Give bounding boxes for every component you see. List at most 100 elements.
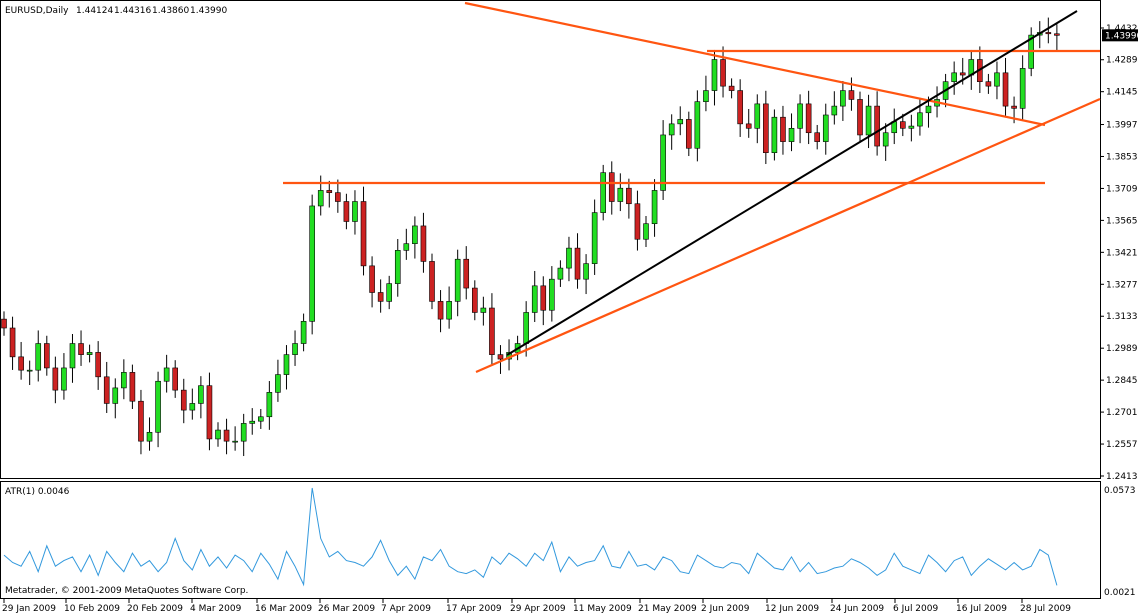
candle [360,186,367,276]
bull-candle-body [249,420,256,424]
bull-candle-body [403,243,410,251]
bull-candle-body [882,132,889,147]
candle [61,353,67,400]
candle [69,333,76,383]
bull-candle-body [754,103,761,129]
candle [831,91,838,125]
bear-candle-body [1045,32,1052,35]
bear-candle-body [626,187,632,205]
time-axis-label: 2 Jun 2009 [701,604,750,614]
time-axis-label: 12 Jun 2009 [765,604,819,614]
bull-candle-body [189,403,196,411]
candle [352,190,358,235]
atr-indicator-label: ATR(1) 0.0046 [5,487,70,497]
bull-candle-body [283,354,290,375]
candle [369,256,375,308]
candle [343,193,350,230]
candle [720,46,726,98]
bull-candle-body [386,283,393,302]
candle [634,190,641,251]
candle [180,378,187,424]
candle [172,360,178,398]
time-axis-label: 29 Jan 2009 [2,604,56,614]
candle [189,388,196,420]
price-scale-label: 1.31330 [1106,312,1138,322]
price-scale-label: 1.27010 [1106,408,1138,418]
ascending-trendline[interactable] [475,97,1101,374]
candle [822,103,829,155]
bear-candle-body [805,103,812,134]
bull-candle-body [668,123,675,136]
bull-candle-body [232,440,238,443]
candle [651,179,658,237]
candle [1,311,7,336]
candle [874,91,880,156]
black-channel-line[interactable] [506,10,1078,356]
bear-candle-body [685,119,692,149]
bear-candle-body [737,90,743,125]
bull-candle-body [660,134,666,191]
candle [249,408,256,435]
bull-candle-body [275,374,281,393]
candle [95,341,101,390]
candle [206,372,213,451]
candle [840,81,846,121]
bull-candle-body [317,190,324,207]
candle [35,330,42,382]
bull-candle-body [352,201,358,222]
bear-candle-body [9,327,16,358]
descending-trendline[interactable] [464,1,1046,127]
price-scale-label: 1.34210 [1106,248,1138,258]
bear-candle-body [43,343,50,369]
atr-panel[interactable] [0,481,1101,599]
symbol-label: EURUSD,Daily [5,6,69,16]
bull-candle-body [198,385,204,404]
trendlines[interactable] [283,1,1101,374]
candle [326,180,333,208]
bull-candle-body [394,250,401,284]
candle [668,114,675,150]
bull-candle-body [309,205,315,322]
bear-candle-body [206,385,213,440]
bear-candle-body [985,81,992,87]
bear-candle-body [728,85,735,91]
bull-candle-body [951,72,957,82]
candle [240,413,247,457]
candle [103,361,110,413]
price-scale-label: 1.25570 [1106,440,1138,450]
copyright-label: Metatrader, © 2001-2009 MetaQuotes Softw… [5,586,248,596]
candle [737,79,743,137]
current-price-badge [1102,29,1138,42]
candle [626,178,632,219]
bear-candle-body [608,172,615,202]
candle [857,91,863,143]
bear-candle-body [540,285,547,311]
time-axis-label: 21 May 2009 [638,604,697,614]
bull-candle-body [61,367,67,391]
candle [257,408,264,429]
time-axis-label: 24 Jun 2009 [830,604,884,614]
candle [223,418,230,455]
candle [557,260,564,287]
candle [566,236,572,282]
bear-candle-body [497,354,504,360]
candle [788,113,795,152]
price-panel[interactable] [0,0,1101,479]
candle [52,356,59,404]
bull-candle-body [643,223,649,240]
high-price-label: 1.44316 [114,6,151,16]
bull-candle-body [35,343,42,371]
price-scale-label: 1.37090 [1106,184,1138,194]
bear-candle-body [360,201,367,267]
bull-candle-body [146,431,153,442]
candle [694,90,701,162]
bear-candle-body [745,123,752,129]
bull-candle-body [1019,68,1026,109]
bear-candle-body [437,301,444,320]
candle [677,106,684,136]
candle [377,279,384,313]
candlestick-series [1,17,1060,457]
time-axis-label: 7 Apr 2009 [381,604,431,614]
candle [129,364,136,409]
bear-candle-body [763,103,769,154]
